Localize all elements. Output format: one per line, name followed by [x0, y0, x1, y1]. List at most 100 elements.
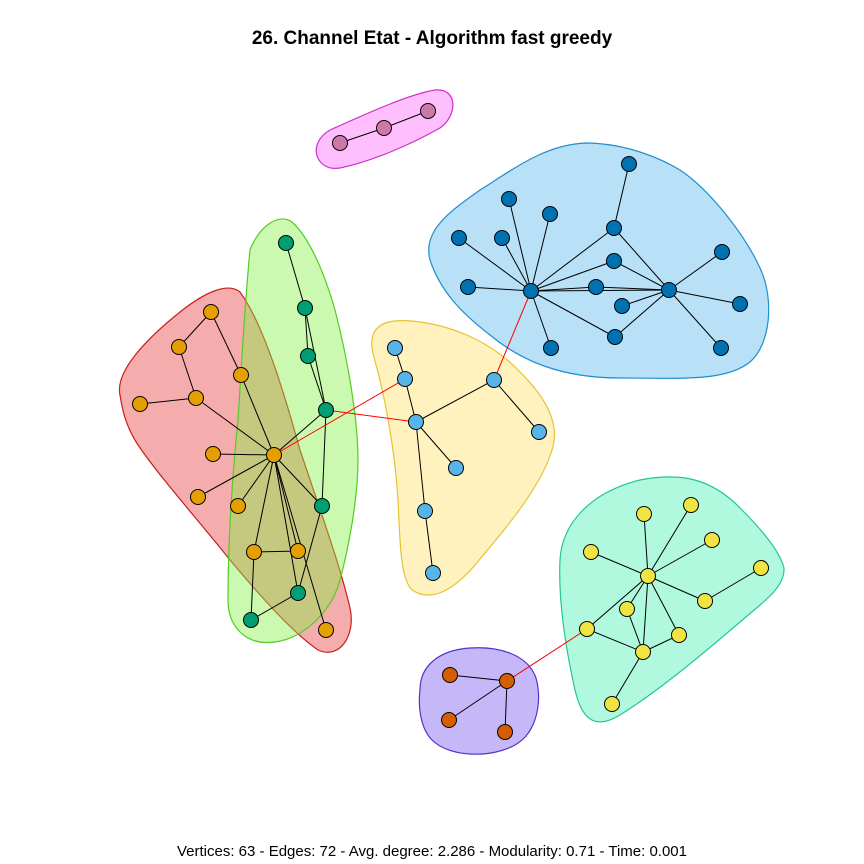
node-green	[300, 348, 316, 364]
node-blue	[542, 206, 558, 222]
node-yellow	[486, 372, 502, 388]
inter-community-edge	[325, 409, 417, 423]
node-blue	[460, 279, 476, 295]
edge	[195, 397, 275, 456]
node-red	[171, 339, 187, 355]
edge	[647, 504, 692, 577]
inter-community-edge	[273, 378, 406, 456]
node-teal	[583, 544, 599, 560]
edge	[647, 539, 713, 577]
graph-nodes	[132, 103, 769, 740]
node-teal	[635, 644, 651, 660]
node-red	[132, 396, 148, 412]
edge	[668, 289, 722, 349]
edge	[647, 575, 706, 602]
node-red	[203, 304, 219, 320]
edge	[611, 651, 644, 705]
edge	[508, 198, 532, 292]
node-yellow	[408, 414, 424, 430]
edge	[253, 454, 275, 553]
edge	[415, 421, 457, 469]
node-blue	[714, 244, 730, 260]
edge	[493, 379, 540, 433]
community-hull-teal	[559, 476, 785, 723]
edge	[586, 628, 644, 653]
node-pink	[332, 135, 348, 151]
node-blue	[621, 156, 637, 172]
edge	[285, 242, 306, 309]
node-yellow	[448, 460, 464, 476]
node-teal	[697, 593, 713, 609]
edge	[530, 260, 615, 292]
community-hull-red	[118, 287, 352, 653]
node-teal	[704, 532, 720, 548]
edge	[304, 307, 309, 357]
node-blue	[494, 230, 510, 246]
node-yellow	[387, 340, 403, 356]
node-pink	[420, 103, 436, 119]
node-purple	[441, 712, 457, 728]
node-yellow	[425, 565, 441, 581]
node-red	[230, 498, 246, 514]
node-red	[246, 544, 262, 560]
node-teal	[753, 560, 769, 576]
node-teal	[604, 696, 620, 712]
edge	[212, 453, 275, 456]
edge	[273, 454, 323, 507]
edge	[304, 307, 327, 411]
node-teal	[671, 627, 687, 643]
edge	[273, 454, 327, 631]
edge	[613, 163, 630, 229]
node-yellow	[417, 503, 433, 519]
community-hull-green	[227, 218, 359, 644]
edge	[273, 454, 299, 594]
node-blue	[614, 298, 630, 314]
node-blue	[606, 220, 622, 236]
edge	[210, 311, 242, 376]
node-teal	[636, 506, 652, 522]
edge	[647, 575, 680, 636]
node-purple	[442, 667, 458, 683]
node-blue	[732, 296, 748, 312]
node-green	[314, 498, 330, 514]
edge	[530, 290, 552, 349]
edge	[668, 251, 723, 291]
node-green	[278, 235, 294, 251]
graph-statistics: Vertices: 63 - Edges: 72 - Avg. degree: …	[176, 843, 687, 860]
edge	[250, 551, 255, 621]
node-blue	[713, 340, 729, 356]
edge	[321, 409, 327, 507]
node-blue	[607, 329, 623, 345]
edge	[178, 346, 197, 399]
edge	[297, 505, 323, 594]
edge	[530, 286, 597, 292]
node-blue	[451, 230, 467, 246]
inter-community-edge	[493, 290, 532, 381]
node-pink	[376, 120, 392, 136]
edge	[197, 454, 275, 498]
edge	[668, 289, 741, 305]
edge	[614, 289, 670, 338]
community-hull-purple	[418, 647, 540, 755]
edge	[273, 409, 327, 456]
edge	[613, 260, 670, 291]
edge	[504, 680, 508, 733]
node-red	[318, 622, 334, 638]
edge	[415, 421, 426, 512]
edge	[467, 286, 532, 292]
community-hull-yellow	[371, 319, 556, 596]
node-green	[318, 402, 334, 418]
edge	[595, 286, 670, 291]
node-red	[190, 489, 206, 505]
community-hulls	[118, 89, 785, 755]
inter-community-edge	[506, 628, 588, 682]
node-teal	[579, 621, 595, 637]
edge	[590, 551, 649, 577]
edge	[449, 674, 508, 682]
node-teal	[683, 497, 699, 513]
node-blue	[523, 283, 539, 299]
node-red	[205, 446, 221, 462]
edge	[458, 237, 532, 292]
node-purple	[497, 724, 513, 740]
